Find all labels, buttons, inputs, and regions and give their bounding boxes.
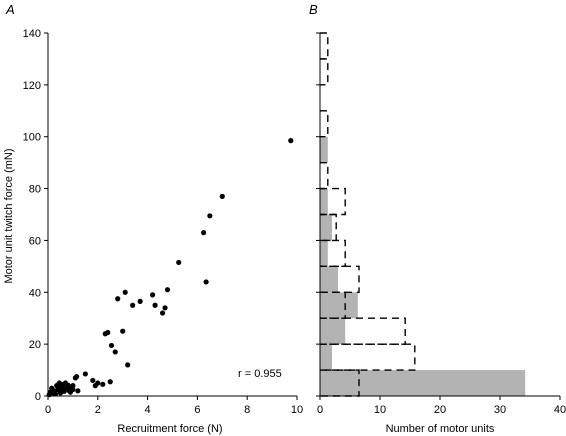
panel-b-x-tick-label: 10: [374, 404, 386, 416]
panel-a-label: A: [5, 2, 15, 17]
scatter-point: [152, 302, 158, 308]
panel-a-points: [46, 138, 294, 398]
panel-b-x-tick-label: 40: [554, 404, 566, 416]
panel-a-y-tick-label: 40: [29, 287, 41, 299]
scatter-point: [176, 259, 182, 266]
panel-a-y-tick-label: 120: [23, 80, 41, 92]
panel-b-y-axis: [316, 32, 321, 397]
panel-b-y-ticks: [316, 32, 320, 397]
scatter-point: [201, 230, 207, 236]
histogram-bar-dashed: [320, 110, 329, 138]
panel-a-y-tick-label: 60: [29, 235, 41, 247]
panel-a-correlation-label: r = 0.955: [238, 368, 282, 380]
scatter-point: [52, 391, 59, 397]
scatter-point: [105, 329, 111, 336]
panel-a-x-axis-label: Recruitment force (N): [117, 423, 222, 435]
histogram-bar-filled: [320, 370, 526, 396]
panel-b-x-axis: 0 10 20 30 40: [317, 395, 566, 416]
panel-a-x-tick-label: 4: [145, 404, 151, 416]
scatter-point: [203, 279, 209, 285]
scatter-point: [74, 373, 80, 380]
panel-a-scatter: 0 20 40 60 80 100 120 140 0 2 4 6 8 10 Recruitment f…: [3, 28, 303, 435]
scatter-point: [82, 371, 88, 377]
scatter-point: [162, 305, 168, 311]
histogram-bar-dashed: [320, 265, 360, 293]
scatter-point: [219, 193, 225, 199]
scatter-point: [164, 287, 171, 293]
histogram-bar-dashed: [320, 213, 337, 242]
scatter-point: [75, 388, 81, 394]
histogram-bar-dashed: [320, 343, 416, 371]
histogram-bar-dashed: [320, 58, 329, 86]
panel-b-x-axis-label: Number of motor units: [386, 423, 495, 435]
histogram-bar-filled: [320, 188, 328, 215]
scatter-point: [149, 292, 156, 298]
histogram-bar-filled: [320, 136, 328, 163]
histogram-bar-filled: [320, 266, 338, 293]
scatter-point: [107, 379, 113, 385]
panel-a-y-ticks: 0 20 40 60 80 100 120 140: [23, 28, 48, 403]
panel-a-y-tick-label: 0: [35, 391, 41, 403]
panel-b-x-tick-label: 30: [494, 404, 506, 416]
scatter-point: [100, 381, 106, 387]
panel-a-x-axis: 0 2 4 6 8 10: [45, 395, 303, 416]
panel-a-y-axis: 0 20 40 60 80 100 120 140: [23, 28, 49, 403]
histogram-bar-dashed: [320, 317, 406, 345]
panel-b-histogram: 0 10 20 30 40 Number of motor units: [316, 32, 566, 435]
scatter-point: [137, 298, 143, 304]
panel-a-y-tick-label: 20: [29, 339, 41, 351]
scatter-point: [112, 349, 118, 355]
histogram-bar-dashed: [320, 161, 329, 190]
scatter-point: [120, 328, 126, 334]
scatter-point: [288, 138, 294, 144]
scatter-point: [207, 213, 213, 219]
scatter-point: [125, 362, 131, 368]
panel-b-x-tick-label: 20: [434, 404, 446, 416]
panel-a-y-tick-label: 140: [23, 28, 41, 40]
scatter-point: [108, 342, 115, 349]
scatter-point: [90, 377, 96, 384]
histogram-bar-filled: [320, 240, 328, 267]
histogram-bar-filled: [320, 318, 346, 345]
histogram-bar-dashed: [320, 239, 346, 268]
panel-a-x-tick-label: 2: [95, 404, 101, 416]
histogram-bar-dashed: [320, 291, 346, 319]
histogram-bar-filled: [320, 292, 358, 319]
scatter-point: [130, 302, 136, 308]
histogram-bar-filled: [320, 344, 332, 371]
scatter-point: [115, 296, 121, 302]
panel-a-x-ticks: 0 2 4 6 8 10: [45, 396, 303, 416]
panel-a-x-tick-label: 0: [45, 404, 51, 416]
panel-b-label: B: [309, 2, 318, 17]
panel-b-x-tick-label: 0: [317, 404, 323, 416]
histogram-bar-filled: [320, 214, 332, 241]
panel-b-filled-bars: [320, 136, 526, 396]
panel-b-x-ticks: 0 10 20 30 40: [317, 396, 566, 416]
scatter-point: [70, 383, 76, 389]
panel-a-x-tick-label: 10: [291, 404, 303, 416]
scatter-point: [122, 289, 128, 295]
scatter-point: [95, 380, 101, 386]
panel-a-x-tick-label: 8: [244, 404, 250, 416]
histogram-bar-dashed: [320, 32, 329, 60]
scatter-point: [70, 386, 76, 393]
panel-a-x-tick-label: 6: [194, 404, 200, 416]
panel-a-y-tick-label: 80: [29, 184, 41, 196]
panel-a-y-tick-label: 100: [23, 132, 41, 144]
scatter-point: [159, 310, 166, 316]
histogram-bar-dashed: [320, 187, 346, 216]
panel-a-y-axis-label: Motor unit twitch force (mN): [3, 148, 15, 283]
